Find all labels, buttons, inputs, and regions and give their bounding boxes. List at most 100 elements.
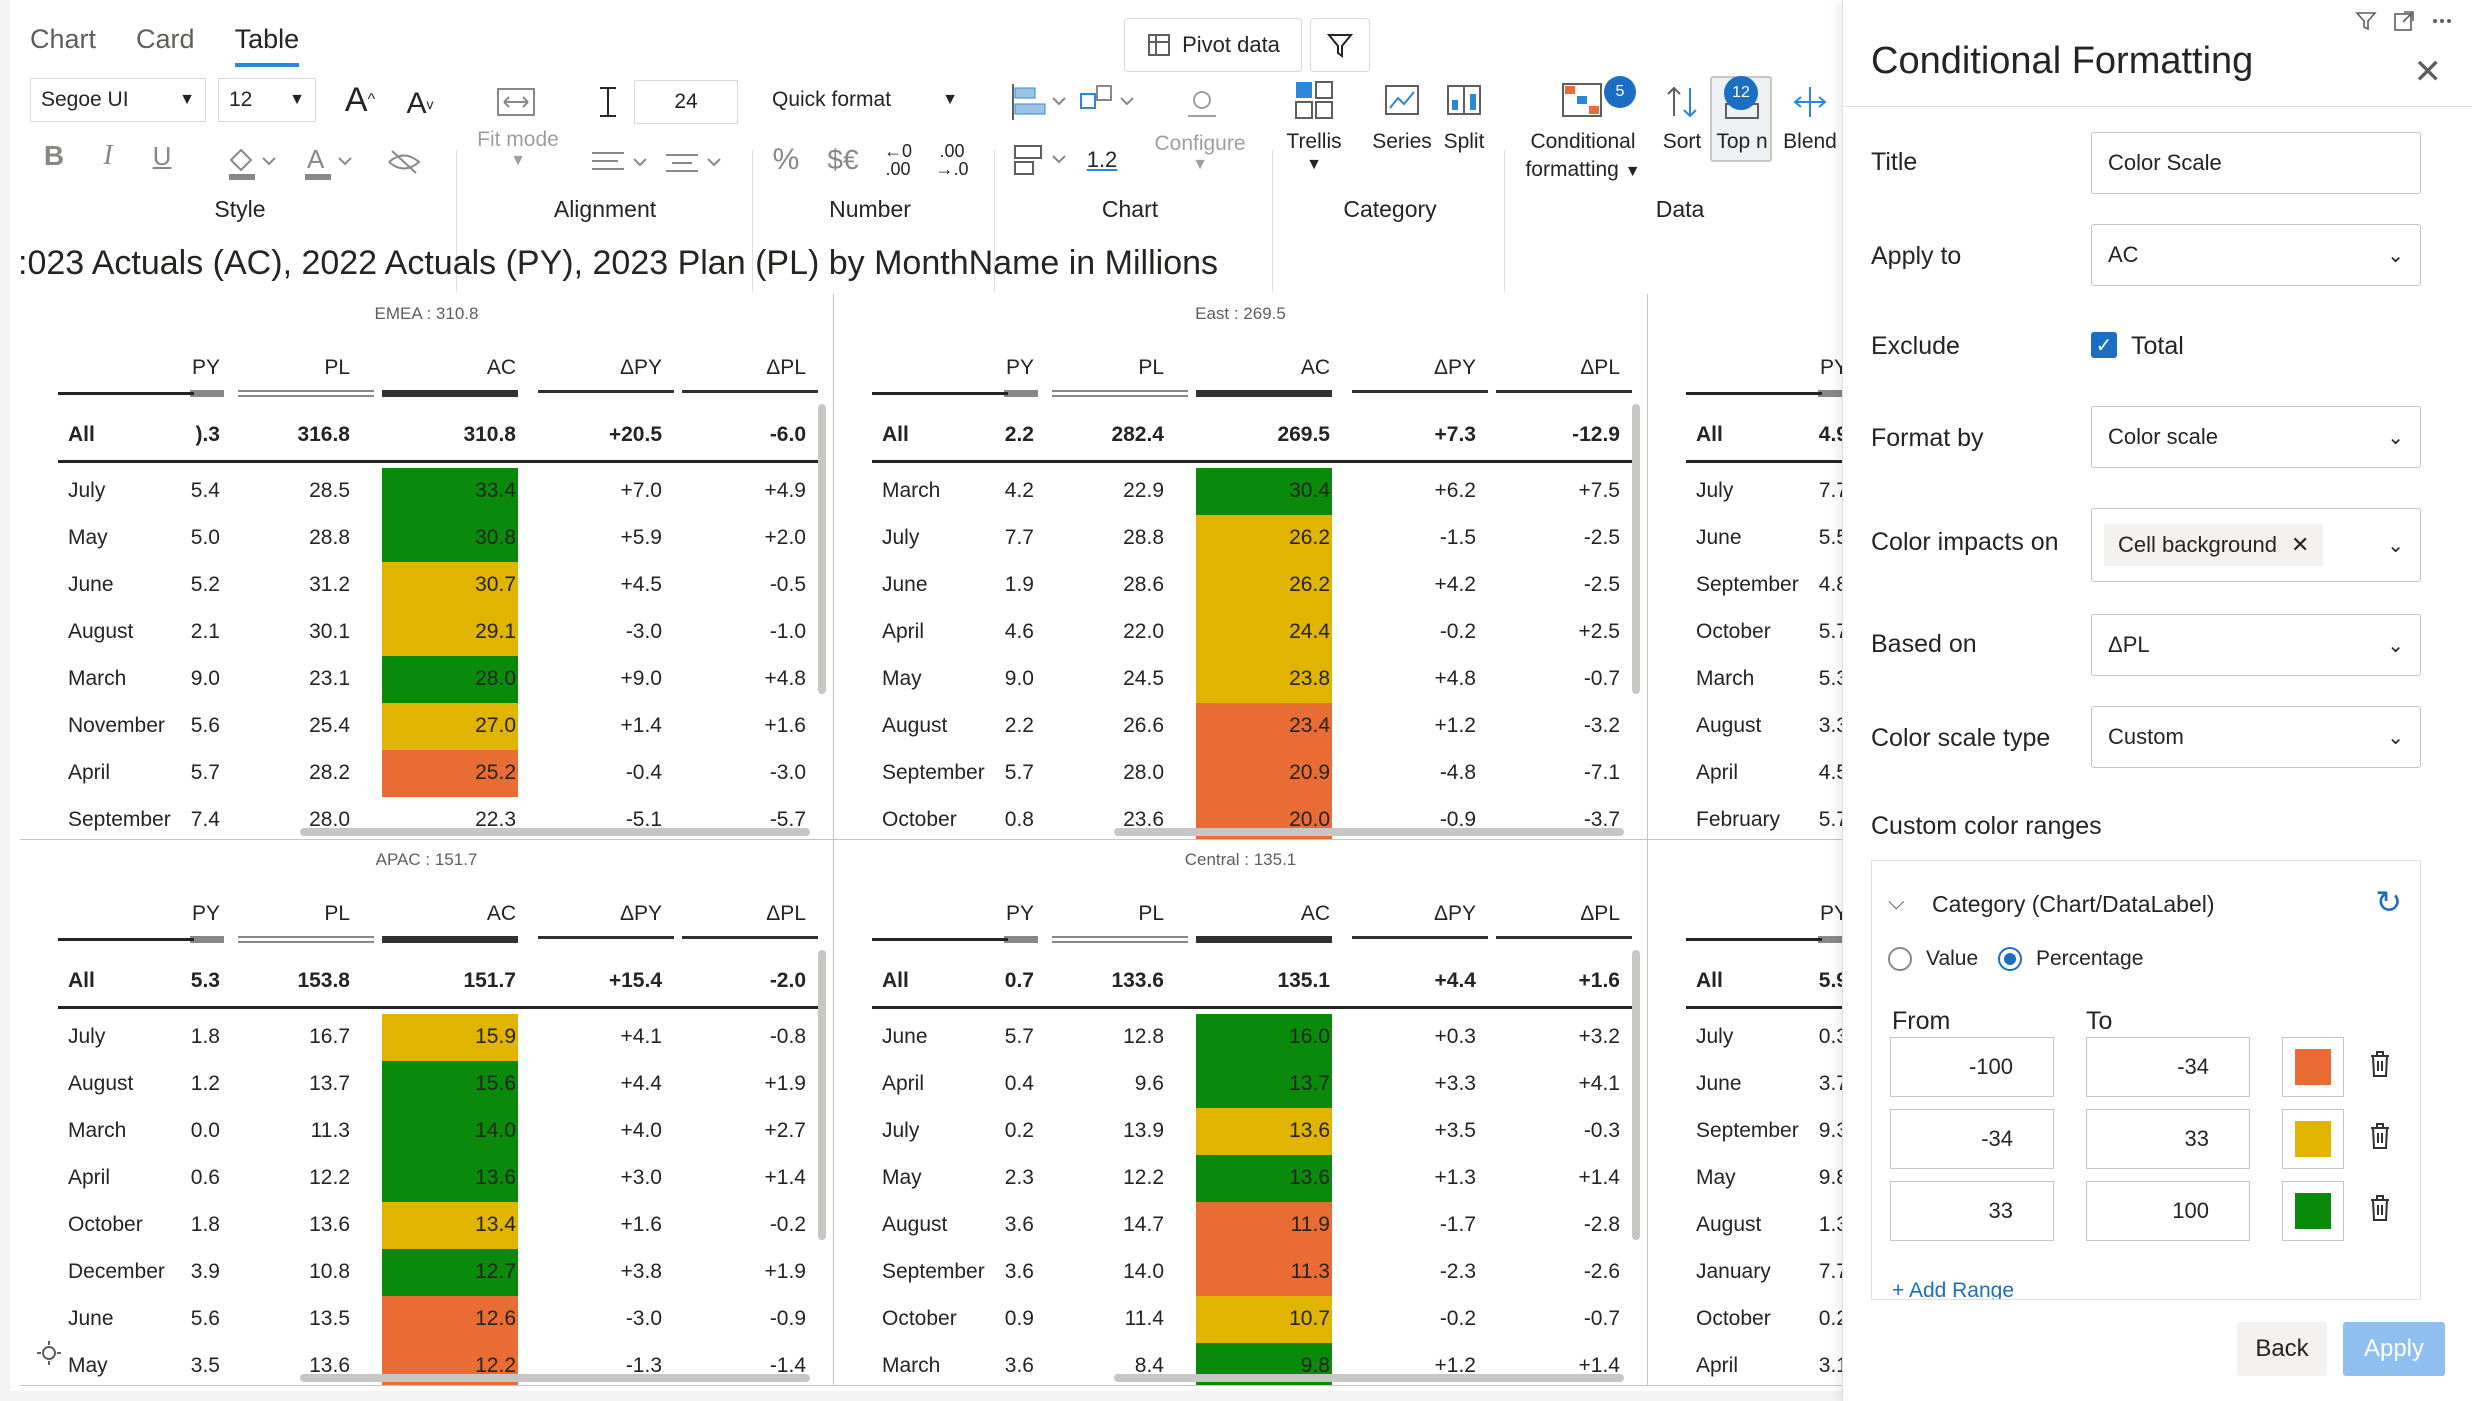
vertical-scrollbar[interactable] xyxy=(818,950,826,1240)
range-color-picker[interactable] xyxy=(2282,1181,2344,1241)
chart-layout-icon[interactable] xyxy=(1076,80,1140,124)
column-header[interactable]: AC xyxy=(486,902,516,925)
column-header[interactable]: ΔPY xyxy=(619,902,662,925)
apply-to-dropdown[interactable]: AC ⌄ xyxy=(2091,224,2421,286)
conditional-formatting-button[interactable]: formatting ▼ xyxy=(1514,158,1652,182)
column-header[interactable]: PL xyxy=(1138,356,1164,379)
range-from-input[interactable]: 33 xyxy=(1890,1181,2054,1241)
range-from-input[interactable]: -34 xyxy=(1890,1109,2054,1169)
split-icon[interactable] xyxy=(1442,78,1486,122)
settings-icon[interactable] xyxy=(32,1336,66,1370)
tab-card[interactable]: Card xyxy=(136,24,195,54)
bold-icon[interactable]: B xyxy=(43,140,65,171)
based-on-dropdown[interactable]: ΔPL ⌄ xyxy=(2091,614,2421,676)
filter-icon[interactable] xyxy=(2351,6,2381,36)
vertical-scrollbar[interactable] xyxy=(1632,950,1640,1240)
range-color-picker[interactable] xyxy=(2282,1037,2344,1097)
increase-font-icon[interactable]: A ^ xyxy=(344,80,376,119)
range-color-picker[interactable] xyxy=(2282,1109,2344,1169)
exclude-total-checkbox[interactable]: ✓ xyxy=(2091,332,2117,358)
hide-icon[interactable] xyxy=(382,140,426,184)
blend-icon[interactable] xyxy=(1790,80,1830,124)
color-impacts-dropdown[interactable]: Cell background ✕ ⌄ xyxy=(2091,508,2421,582)
tab-table[interactable]: Table xyxy=(234,24,300,67)
column-header[interactable]: PL xyxy=(324,356,350,379)
expand-icon[interactable] xyxy=(2389,6,2419,36)
percent-icon[interactable]: % xyxy=(772,143,800,176)
configure-icon[interactable] xyxy=(1180,80,1224,124)
range-to-input[interactable]: 33 xyxy=(2086,1109,2250,1169)
close-icon[interactable]: ✕ xyxy=(2413,53,2443,91)
fill-color-icon[interactable] xyxy=(222,140,282,184)
reset-icon[interactable]: ↻ xyxy=(2375,884,2402,920)
conditional-formatting-icon[interactable] xyxy=(1560,78,1604,122)
column-header[interactable]: AC xyxy=(1300,902,1330,925)
horizontal-align-icon[interactable] xyxy=(586,140,656,184)
horizontal-scrollbar[interactable] xyxy=(300,828,810,836)
column-header[interactable]: ΔPL xyxy=(766,902,806,925)
filter-pin-button[interactable] xyxy=(1310,18,1370,72)
font-family-dropdown[interactable]: Segoe UI ▼ xyxy=(30,78,206,122)
column-header[interactable]: ΔPL xyxy=(1580,902,1620,925)
horizontal-scrollbar[interactable] xyxy=(300,1374,810,1382)
italic-icon[interactable]: I xyxy=(103,140,113,171)
range-to-input[interactable]: 100 xyxy=(2086,1181,2250,1241)
value-radio[interactable] xyxy=(1888,947,1912,971)
column-header[interactable]: ΔPY xyxy=(1433,902,1476,925)
underline-icon[interactable]: U xyxy=(152,140,172,171)
vertical-align-icon[interactable] xyxy=(660,140,730,184)
stack-layout-icon[interactable] xyxy=(1008,138,1072,182)
column-header[interactable]: ΔPL xyxy=(766,356,806,379)
tab-chart[interactable]: Chart xyxy=(30,24,97,54)
horizontal-scrollbar[interactable] xyxy=(1114,1374,1624,1382)
apply-button[interactable]: Apply xyxy=(2343,1322,2445,1376)
column-header[interactable]: PL xyxy=(1138,902,1164,925)
column-header[interactable]: ΔPL xyxy=(1580,356,1620,379)
percentage-radio[interactable] xyxy=(1998,947,2022,971)
series-icon[interactable] xyxy=(1380,78,1424,122)
font-size-dropdown[interactable]: 12 ▼ xyxy=(218,78,316,122)
increase-decimal-icon[interactable]: .00 →.0 xyxy=(935,141,969,179)
column-header[interactable]: PL xyxy=(324,902,350,925)
currency-icon[interactable]: $€ xyxy=(827,144,859,175)
fit-mode-icon[interactable] xyxy=(486,80,546,124)
remove-chip-icon[interactable]: ✕ xyxy=(2290,532,2310,557)
column-header[interactable]: PY xyxy=(1819,902,1848,925)
range-to-input[interactable]: -34 xyxy=(2086,1037,2250,1097)
delete-range-icon[interactable] xyxy=(2368,1049,2392,1086)
quick-format-dropdown[interactable]: Quick format ▼ xyxy=(762,78,968,122)
column-header[interactable]: PY xyxy=(1819,356,1848,379)
column-header[interactable]: ΔPY xyxy=(1433,356,1476,379)
pivot-data-button[interactable]: Pivot data xyxy=(1124,18,1302,72)
title-input[interactable]: Color Scale xyxy=(2091,132,2421,194)
column-header[interactable]: PY xyxy=(1005,356,1034,379)
delete-range-icon[interactable] xyxy=(2368,1121,2392,1158)
column-header[interactable]: AC xyxy=(1300,356,1330,379)
more-options-icon[interactable] xyxy=(2427,6,2457,36)
add-range-link[interactable]: + Add Range xyxy=(1892,1279,2015,1300)
spacing-input[interactable]: 24 xyxy=(634,80,738,124)
chevron-down-icon[interactable]: ⌵ xyxy=(1888,889,1905,914)
line-spacing-icon[interactable] xyxy=(588,80,628,124)
decimal-display[interactable]: 1.2 xyxy=(1086,147,1118,172)
delete-range-icon[interactable] xyxy=(2368,1193,2392,1230)
sort-icon[interactable] xyxy=(1660,80,1704,124)
vertical-scrollbar[interactable] xyxy=(1632,404,1640,694)
column-header[interactable]: PY xyxy=(191,902,220,925)
scale-type-dropdown[interactable]: Custom ⌄ xyxy=(2091,706,2421,768)
font-color-icon[interactable]: A xyxy=(300,140,360,184)
format-by-dropdown[interactable]: Color scale ⌄ xyxy=(2091,406,2421,468)
bar-layout-icon[interactable] xyxy=(1008,80,1072,124)
range-from-input[interactable]: -100 xyxy=(1890,1037,2054,1097)
table-cell: 0.2 xyxy=(1818,1307,1848,1330)
back-button[interactable]: Back xyxy=(2237,1322,2327,1376)
column-header[interactable]: PY xyxy=(191,356,220,379)
decrease-decimal-icon[interactable]: ←0.00 xyxy=(883,141,912,179)
column-header[interactable]: PY xyxy=(1005,902,1034,925)
horizontal-scrollbar[interactable] xyxy=(1114,828,1624,836)
trellis-icon[interactable] xyxy=(1292,78,1336,122)
column-header[interactable]: AC xyxy=(486,356,516,379)
column-header[interactable]: ΔPY xyxy=(619,356,662,379)
vertical-scrollbar[interactable] xyxy=(818,404,826,694)
